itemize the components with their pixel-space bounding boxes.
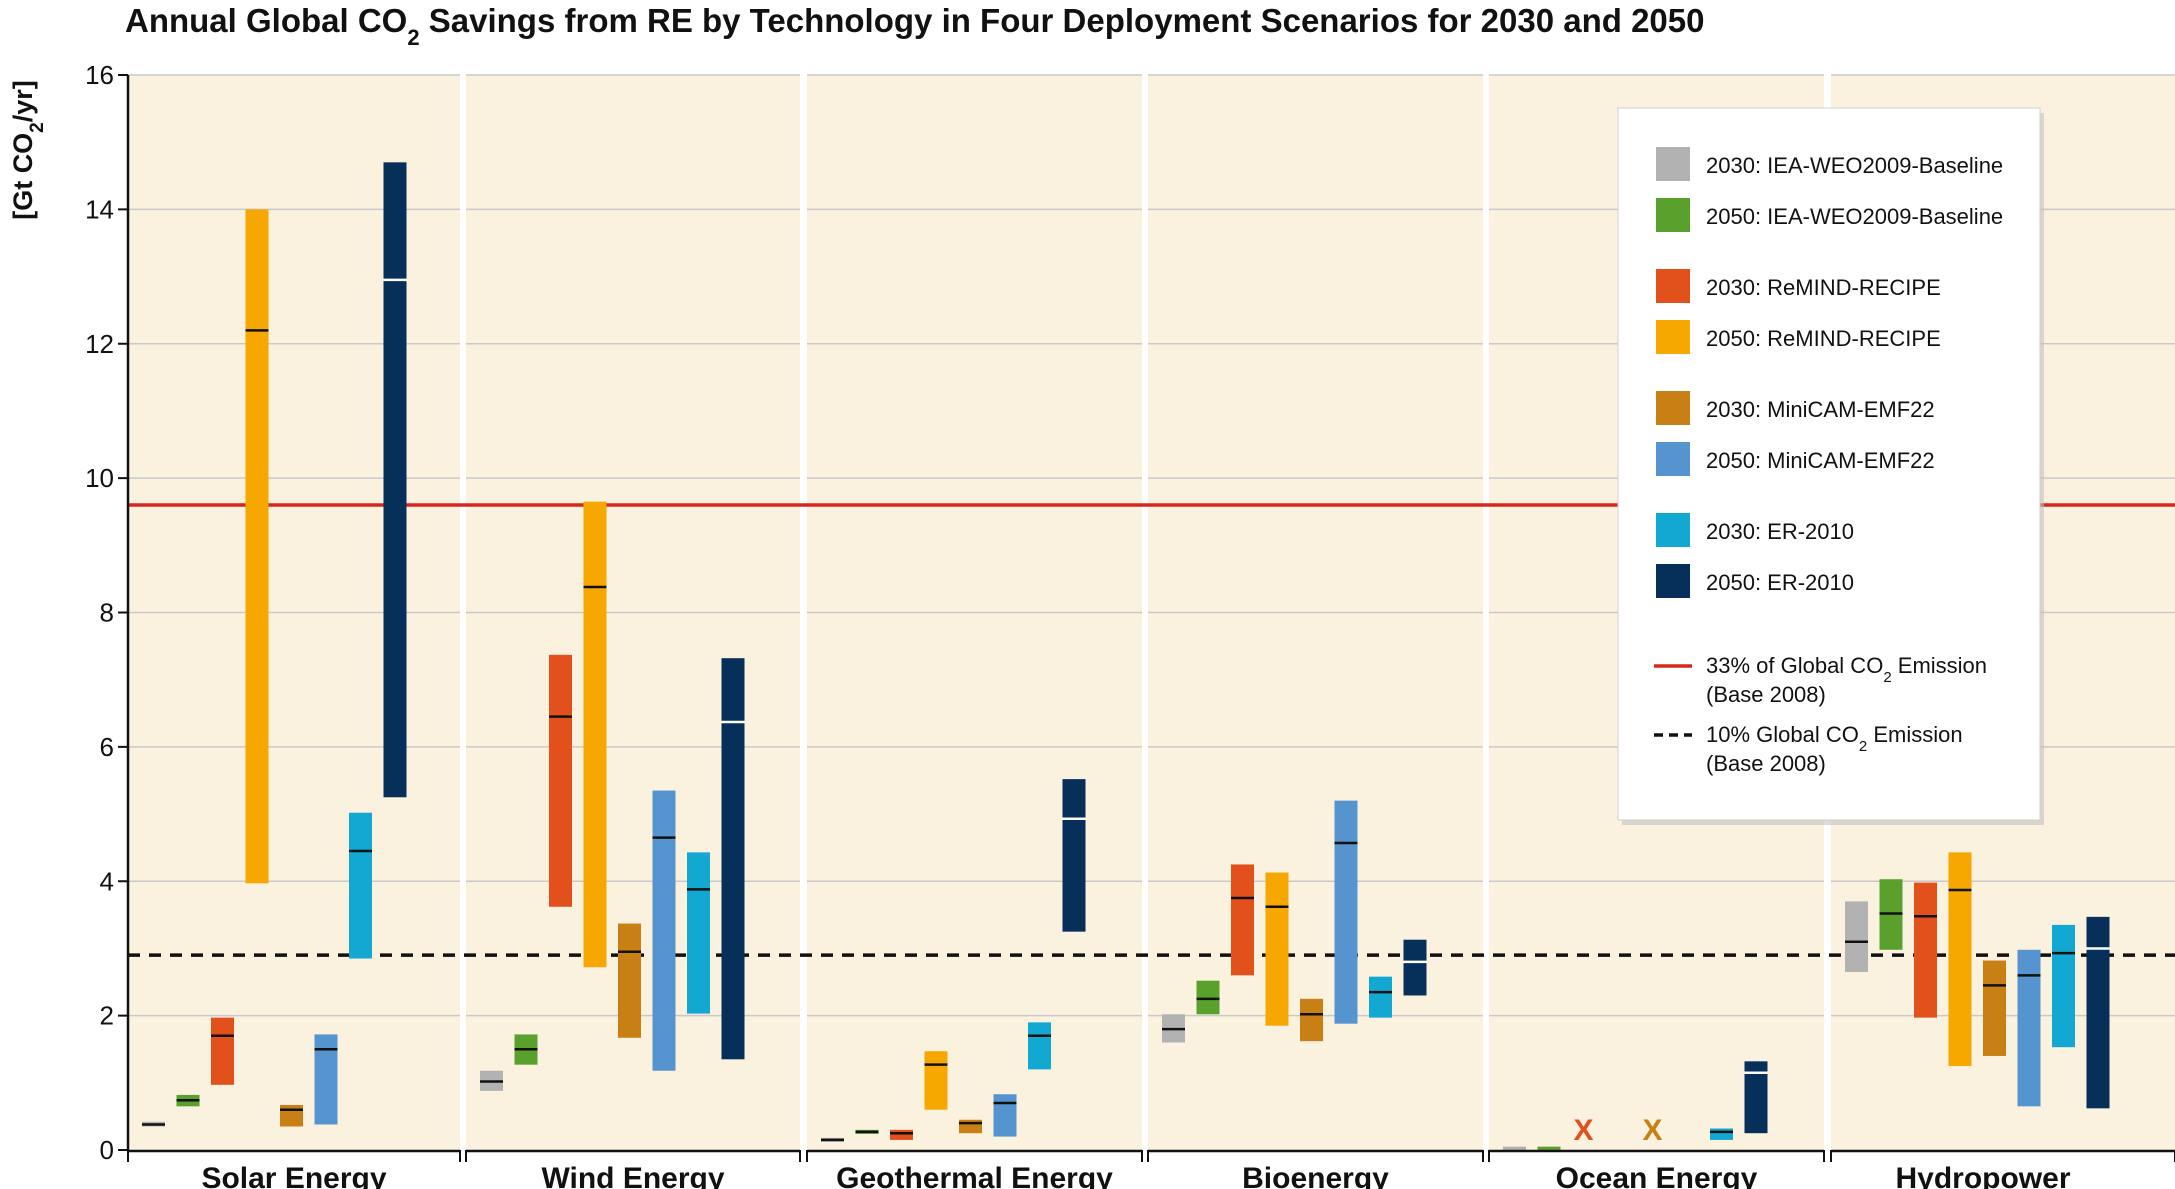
panel-label: Geothermal Energy	[836, 1162, 1113, 1189]
y-tick-label: 0	[100, 1135, 114, 1165]
range-bar	[1300, 998, 1323, 1042]
range-bar	[583, 501, 607, 968]
range-bar	[349, 812, 372, 959]
range-bar	[1196, 980, 1220, 1015]
legend-swatch	[1656, 391, 1690, 425]
range-bar	[211, 1017, 234, 1085]
panel-label: Bioenergy	[1242, 1162, 1389, 1189]
y-tick-label: 10	[85, 463, 114, 493]
y-tick-label: 8	[100, 598, 114, 628]
y-tick-label: 14	[85, 194, 114, 224]
legend-label: 2030: IEA-WEO2009-Baseline	[1706, 153, 2003, 178]
range-bar	[1983, 960, 2006, 1056]
range-bar	[1503, 1146, 1526, 1150]
range-bar	[1265, 872, 1289, 1026]
legend-label: 2030: MiniCAM-EMF22	[1706, 397, 1935, 422]
legend-label-line2: (Base 2008)	[1706, 751, 1826, 776]
legend-swatch	[1656, 564, 1690, 598]
legend-label: 10% Global CO2 Emission	[1706, 722, 1963, 755]
range-bar	[549, 654, 572, 907]
y-tick-label: 16	[85, 60, 114, 90]
range-bar	[2086, 916, 2110, 1109]
y-tick-label: 2	[100, 1001, 114, 1031]
y-tick-label: 6	[100, 732, 114, 762]
range-bar	[959, 1119, 982, 1134]
legend-label: 2030: ReMIND-RECIPE	[1706, 275, 1941, 300]
range-bar	[1744, 1061, 1768, 1134]
range-bar	[687, 852, 710, 1014]
legend-label-line2: (Base 2008)	[1706, 682, 1826, 707]
range-bar	[1948, 852, 1972, 1067]
legend-swatch	[1656, 269, 1690, 303]
legend-label: 2050: ReMIND-RECIPE	[1706, 326, 1941, 351]
range-bar	[924, 1051, 948, 1110]
panel-label: Wind Energy	[541, 1162, 724, 1189]
legend-label: 2050: IEA-WEO2009-Baseline	[1706, 204, 2003, 229]
panel-label: Hydropower	[1895, 1162, 2070, 1189]
range-bar	[1334, 800, 1358, 1024]
range-bar	[721, 658, 745, 1060]
range-bar	[1231, 864, 1254, 976]
legend-swatch	[1656, 147, 1690, 181]
legend-label: 2050: MiniCAM-EMF22	[1706, 448, 1935, 473]
chart-title: Annual Global CO2 Savings from RE by Tec…	[125, 2, 1704, 50]
range-bar	[280, 1104, 303, 1127]
range-bar	[245, 209, 269, 884]
range-bar	[1403, 939, 1427, 996]
missing-data-marker: X	[1573, 1114, 1593, 1147]
range-bar	[2017, 949, 2041, 1107]
legend: 2030: IEA-WEO2009-Baseline 2050: IEA-WEO2…	[1617, 107, 2044, 825]
legend-swatch	[1656, 513, 1690, 547]
range-bar	[890, 1129, 913, 1140]
panel-label: Ocean Energy	[1556, 1162, 1758, 1189]
range-bar	[618, 923, 641, 1038]
range-bar	[383, 162, 407, 798]
legend-label: 2050: ER-2010	[1706, 570, 1854, 595]
range-bar	[1914, 882, 1937, 1018]
range-bar	[314, 1034, 338, 1125]
range-bar	[1369, 976, 1392, 1018]
missing-data-marker: X	[1642, 1114, 1662, 1147]
y-tick-label: 12	[85, 329, 114, 359]
axes: 0 2 4 6 8 10 12 14 16 Solar Energy Wind Energy Geot…	[85, 60, 2175, 1189]
range-bar	[993, 1094, 1017, 1137]
legend-swatch	[1656, 198, 1690, 232]
y-tick-label: 4	[100, 866, 114, 896]
range-bar	[652, 790, 676, 1071]
y-axis-label: [Gt CO2/yr]	[8, 80, 48, 220]
legend-label: 2030: ER-2010	[1706, 519, 1854, 544]
range-bar	[1028, 1022, 1051, 1070]
panel-label: Solar Energy	[201, 1162, 386, 1189]
legend-label: 33% of Global CO2 Emission	[1706, 653, 1987, 686]
range-bar	[2052, 924, 2075, 1048]
legend-swatch	[1656, 442, 1690, 476]
range-bar	[1537, 1146, 1561, 1150]
legend-swatch	[1656, 320, 1690, 354]
range-bar	[1062, 779, 1086, 932]
range-bar	[1710, 1128, 1733, 1140]
range-bar	[1845, 901, 1868, 972]
